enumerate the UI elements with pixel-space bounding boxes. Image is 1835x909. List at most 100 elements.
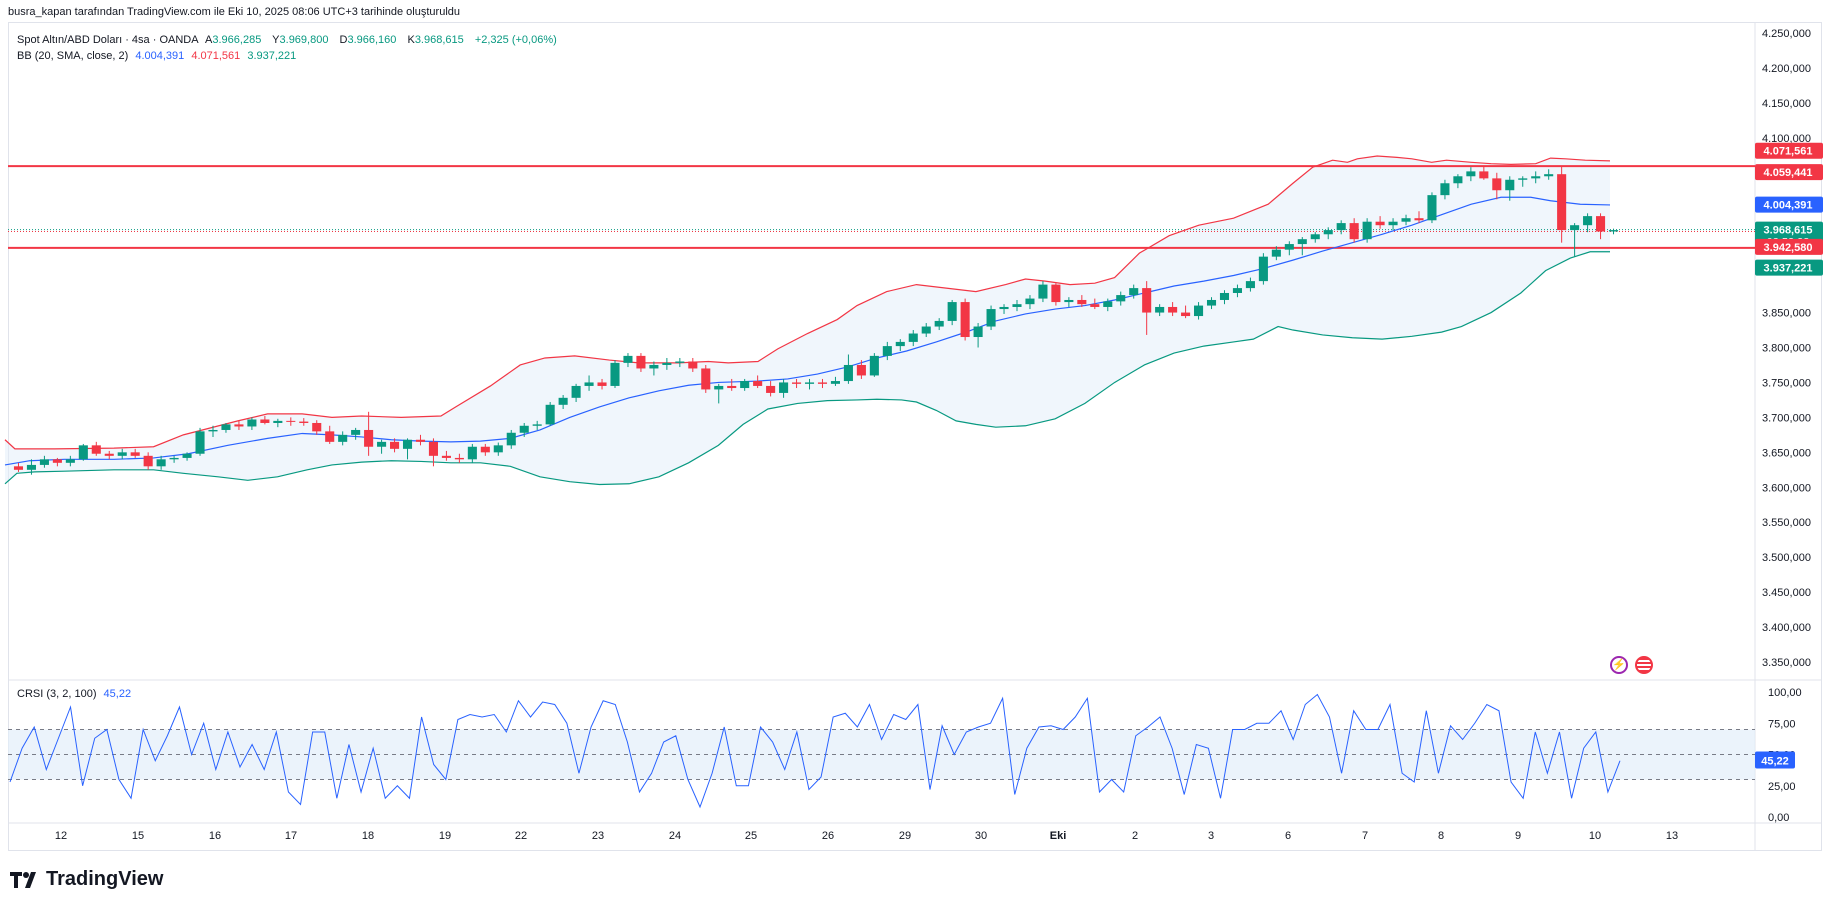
- price-tick-8: 3.650,000: [1762, 447, 1811, 459]
- open-label: A: [205, 34, 213, 46]
- candle-body-11: [156, 459, 166, 467]
- candle-body-40: [532, 424, 542, 426]
- brand-name: TradingView: [46, 868, 164, 890]
- bb-label[interactable]: BB (20, SMA, close, 2): [17, 50, 129, 62]
- candle-body-41: [545, 404, 555, 425]
- candle-body-16: [221, 424, 231, 430]
- candle-body-109: [1427, 195, 1437, 221]
- high-value: 3.969,800: [279, 34, 329, 46]
- candle-body-117: [1531, 176, 1541, 179]
- price-label-4: 3.942,580: [1764, 242, 1813, 254]
- candle-body-121: [1583, 216, 1593, 226]
- candle-body-114: [1492, 178, 1502, 191]
- candle-body-83: [1090, 304, 1100, 307]
- time-tick-11: 29: [899, 830, 911, 842]
- candle-body-57: [753, 381, 763, 386]
- candle-body-37: [493, 445, 503, 453]
- candle-body-22: [299, 421, 309, 423]
- candle-body-101: [1323, 230, 1333, 235]
- close-value: 3.968,615: [414, 34, 464, 46]
- candle-body-106: [1388, 221, 1398, 226]
- candle-body-1: [26, 464, 36, 470]
- candle-body-64: [843, 364, 853, 382]
- candle-body-115: [1505, 179, 1515, 191]
- candle-body-60: [792, 382, 802, 384]
- price-tick-11: 3.500,000: [1762, 552, 1811, 564]
- candle-body-7: [104, 453, 114, 456]
- time-tick-4: 18: [362, 830, 374, 842]
- candle-body-52: [688, 361, 698, 369]
- candle-body-56: [740, 381, 750, 389]
- candle-body-47: [623, 355, 633, 363]
- candle-body-96: [1258, 256, 1268, 282]
- price-tick-0: 4.250,000: [1762, 28, 1811, 40]
- price-label-1: 4.059,441: [1764, 167, 1813, 179]
- price-tick-4: 3.850,000: [1762, 308, 1811, 320]
- crsi-value-label-bg: [1755, 751, 1795, 769]
- candle-body-119: [1557, 174, 1567, 231]
- candle-body-87: [1142, 288, 1152, 313]
- candle-body-39: [519, 425, 529, 433]
- close-label: K: [407, 34, 415, 46]
- candle-body-122: [1596, 216, 1606, 232]
- candle-body-26: [351, 429, 361, 435]
- candle-body-99: [1297, 239, 1307, 245]
- price-label-bg-2: [1755, 196, 1823, 213]
- price-label-3: 3.968,615: [1764, 225, 1813, 237]
- candle-body-4: [65, 459, 75, 463]
- crsi-legend: CRSI (3, 2, 100) 45,22: [17, 688, 135, 700]
- candle-body-58: [766, 385, 776, 393]
- candle-body-111: [1453, 176, 1463, 184]
- candle-body-68: [895, 341, 905, 347]
- candle-body-44: [584, 382, 594, 386]
- candle-body-76: [999, 306, 1009, 310]
- price-tick-7: 3.700,000: [1762, 412, 1811, 424]
- candle-body-46: [610, 362, 620, 386]
- price-tick-3: 4.100,000: [1762, 133, 1811, 145]
- price-tick-9: 3.600,000: [1762, 482, 1811, 494]
- crsi-label[interactable]: CRSI (3, 2, 100): [17, 688, 97, 700]
- time-tick-18: 8: [1438, 830, 1444, 842]
- candle-body-55: [727, 385, 737, 389]
- low-label: D: [339, 34, 348, 46]
- symbol-label[interactable]: Spot Altın/ABD Doları · 4sa · OANDA: [17, 34, 199, 46]
- brand[interactable]: TradingView: [10, 868, 163, 891]
- candle-body-10: [143, 455, 153, 467]
- candle-body-110: [1440, 183, 1450, 196]
- bollinger-band-fill: [5, 156, 1610, 485]
- price-label-5: 3.937,221: [1764, 263, 1813, 275]
- lightning-icon[interactable]: ⚡: [1610, 656, 1628, 674]
- candle-body-8: [117, 452, 127, 456]
- price-label-bg-4: [1755, 238, 1823, 255]
- candle-body-108: [1414, 218, 1424, 221]
- candle-body-112: [1466, 171, 1476, 177]
- open-value: 3.966,285: [212, 34, 262, 46]
- crsi-tick-4: 0,00: [1768, 812, 1789, 824]
- time-tick-13: Eki: [1050, 830, 1067, 842]
- candle-body-123: [1608, 230, 1619, 232]
- time-tick-15: 3: [1208, 830, 1214, 842]
- time-tick-9: 25: [745, 830, 757, 842]
- candle-body-3: [52, 459, 62, 463]
- candle-body-42: [558, 397, 568, 405]
- time-tick-7: 23: [592, 830, 604, 842]
- time-tick-17: 7: [1362, 830, 1368, 842]
- time-tick-20: 10: [1589, 830, 1601, 842]
- price-tick-14: 3.350,000: [1762, 657, 1811, 669]
- attribution-text: busra_kapan tarafından TradingView.com i…: [8, 6, 460, 18]
- high-label: Y: [272, 34, 280, 46]
- price-legend: Spot Altın/ABD Doları · 4sa · OANDA A3.9…: [17, 34, 561, 46]
- bb-basis-value: 4.004,391: [135, 50, 185, 62]
- candle-body-70: [921, 326, 931, 334]
- candle-body-62: [817, 382, 828, 384]
- candle-body-66: [869, 355, 879, 376]
- candle-body-14: [195, 431, 205, 454]
- candle-body-71: [934, 320, 944, 327]
- us-flag-icon[interactable]: [1635, 656, 1653, 674]
- candle-body-24: [325, 431, 335, 442]
- candle-body-90: [1181, 312, 1191, 317]
- change-value: +2,325 (+0,06%): [474, 34, 557, 46]
- candle-body-93: [1219, 292, 1230, 300]
- tradingview-logo-icon: [10, 871, 36, 888]
